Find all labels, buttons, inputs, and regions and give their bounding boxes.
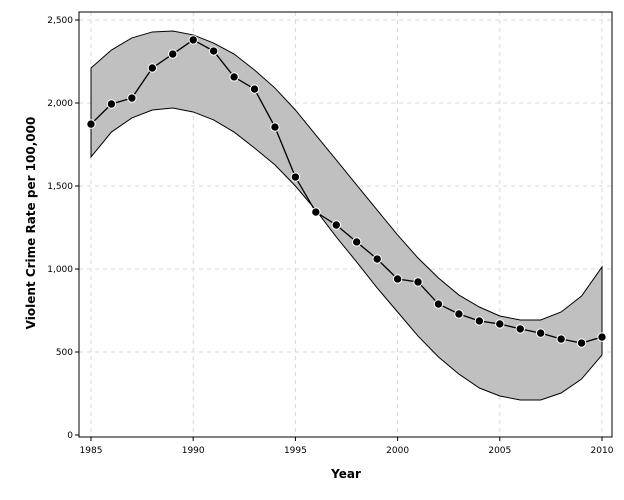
data-point (556, 334, 566, 344)
data-point (188, 35, 198, 45)
y-tick-label: 1,000 (47, 265, 73, 275)
data-point (147, 63, 158, 73)
data-point (515, 324, 525, 334)
y-tick-label: 2,500 (47, 16, 73, 26)
data-point (270, 122, 280, 132)
x-axis-label: Year (330, 467, 361, 481)
x-tick-label: 1985 (80, 446, 103, 456)
data-point (372, 254, 382, 264)
data-point (392, 274, 403, 284)
data-point (474, 316, 485, 326)
x-tick-label: 2000 (386, 446, 409, 456)
y-tick-label: 500 (56, 348, 73, 358)
y-tick-label: 0 (67, 431, 73, 441)
data-point (249, 84, 260, 94)
plot-frame (78, 11, 613, 438)
data-point (413, 277, 423, 287)
data-points (86, 35, 607, 348)
x-tick-label: 1995 (284, 446, 307, 456)
data-point (106, 99, 117, 109)
x-tick-label: 2010 (591, 446, 614, 456)
x-tick-label: 1990 (182, 446, 205, 456)
y-tick-label: 2,000 (47, 99, 73, 109)
data-point (208, 46, 219, 56)
x-axis-ticks: 1985 1990 1995 2000 2005 2010 (80, 437, 614, 456)
confidence-band (90, 30, 603, 401)
data-point (311, 207, 321, 217)
y-axis-ticks: 0 500 1,000 1,500 2,000 2,500 (47, 16, 79, 441)
data-point (535, 328, 546, 338)
data-point (168, 49, 178, 59)
y-tick-label: 1,500 (47, 182, 73, 192)
data-point (331, 220, 341, 230)
data-point (597, 332, 607, 342)
data-point (454, 309, 464, 319)
x-tick-label: 2005 (488, 446, 511, 456)
data-point (127, 93, 137, 103)
data-point (433, 299, 444, 309)
data-point (495, 319, 505, 329)
y-axis-label: Violent Crime Rate per 100,000 (24, 117, 38, 330)
data-point (229, 72, 239, 82)
data-point (290, 172, 301, 182)
data-point (352, 237, 362, 247)
data-point (86, 119, 96, 129)
data-point (576, 338, 587, 348)
